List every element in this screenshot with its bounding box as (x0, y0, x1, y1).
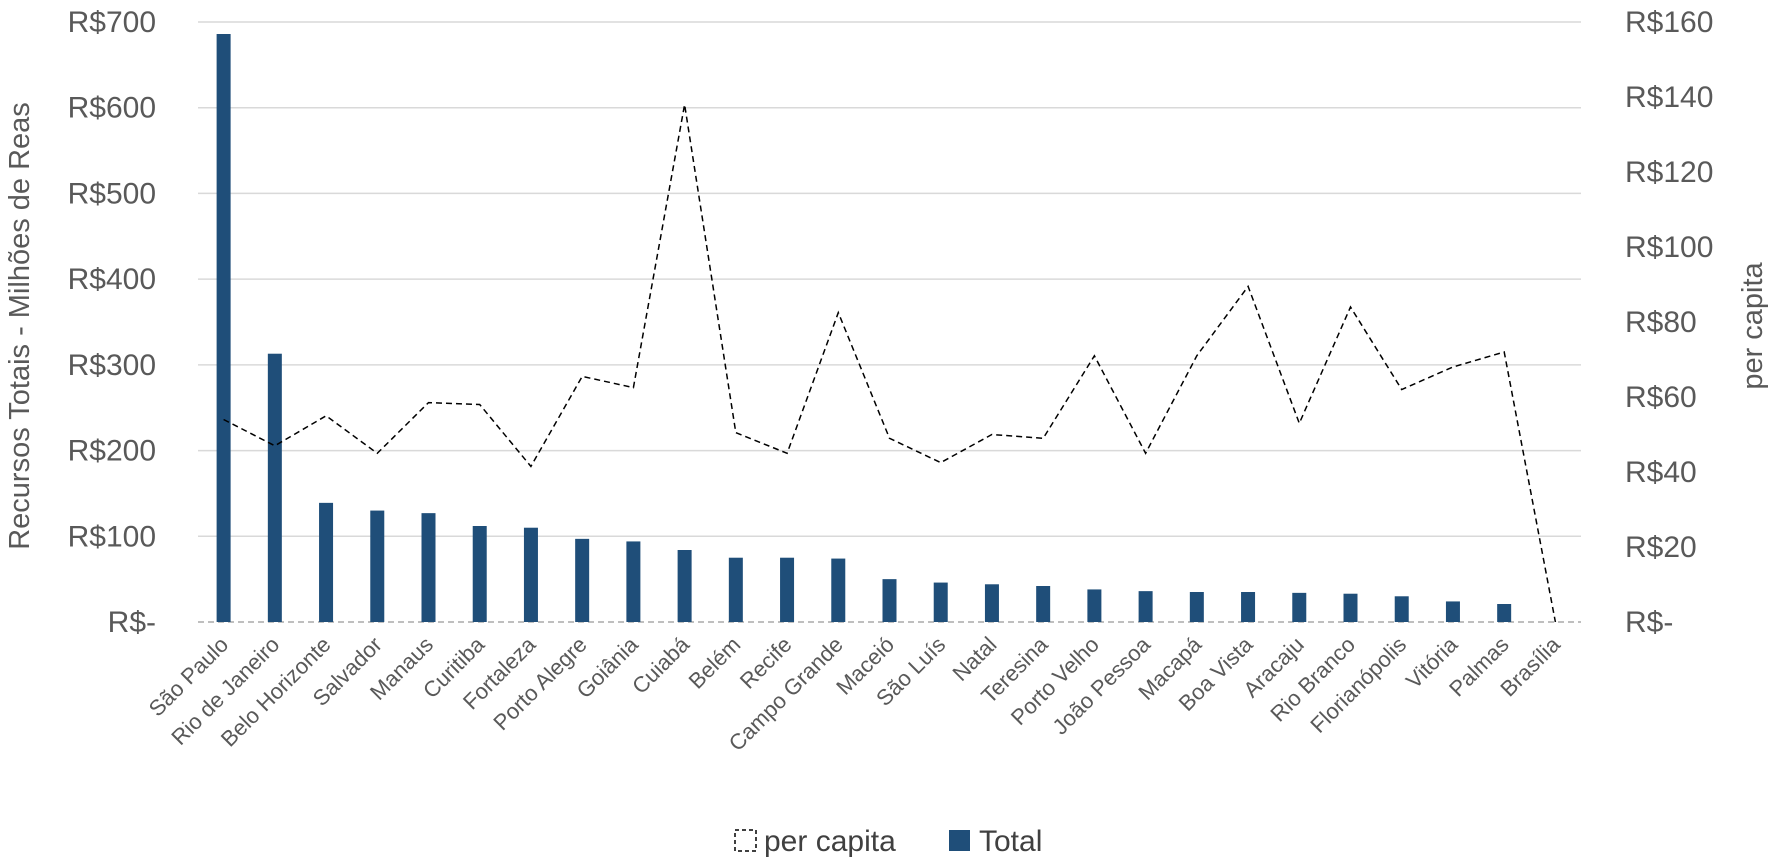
bar (1241, 592, 1256, 622)
bar (1189, 592, 1204, 622)
right-tick-label: R$40 (1625, 456, 1697, 489)
legend-marker-total (949, 830, 970, 851)
bar (626, 541, 641, 622)
bar (1138, 591, 1153, 622)
bar-series-total (216, 34, 1512, 622)
legend: per capita Total (734, 825, 1042, 858)
bar (728, 557, 743, 622)
left-tick-label: R$300 (68, 349, 156, 382)
left-tick-label: R$600 (68, 92, 156, 125)
right-tick-label: R$160 (1625, 6, 1713, 39)
bar (780, 557, 795, 622)
bar (1445, 601, 1460, 622)
left-tick-label: R$- (108, 606, 156, 639)
bar (933, 582, 948, 622)
bar (216, 34, 231, 622)
bar (677, 550, 692, 622)
right-axis-title: per capita (1737, 261, 1769, 389)
right-tick-label: R$140 (1625, 81, 1713, 114)
bar (1292, 592, 1307, 622)
per-capita-line (223, 104, 1557, 623)
left-tick-label: R$100 (68, 520, 156, 553)
bar (523, 527, 538, 622)
bar (984, 584, 999, 622)
bar (882, 579, 897, 622)
left-axis-ticks: R$- R$100 R$200 R$300 R$400 R$500 R$600 R$700 (68, 6, 156, 639)
left-axis-title: Recursos Totais - Milhões de Reas (4, 102, 36, 550)
bar (831, 558, 846, 622)
legend-label-total: Total (979, 825, 1042, 858)
right-tick-label: R$60 (1625, 381, 1697, 414)
left-tick-label: R$500 (68, 177, 156, 210)
bar (319, 502, 334, 622)
bar (370, 510, 385, 622)
category-label: Belém (684, 632, 746, 694)
right-axis-ticks: R$- R$20 R$40 R$60 R$80 R$100 R$120 R$140 R$160 (1625, 6, 1713, 639)
right-tick-label: R$100 (1625, 231, 1713, 264)
right-tick-label: R$- (1625, 606, 1673, 639)
left-tick-label: R$200 (68, 435, 156, 468)
bar (267, 353, 282, 622)
right-tick-label: R$20 (1625, 531, 1697, 564)
bar (1394, 596, 1409, 622)
right-tick-label: R$120 (1625, 156, 1713, 189)
gridlines (198, 21, 1581, 623)
bar (421, 513, 436, 622)
line-series-per-capita (223, 104, 1557, 623)
bar (1036, 586, 1051, 622)
legend-marker-per-capita (734, 829, 757, 852)
legend-label-per-capita: per capita (764, 825, 896, 858)
bar (1343, 593, 1358, 622)
left-tick-label: R$700 (68, 6, 156, 39)
bar (472, 526, 487, 622)
bar (1497, 604, 1512, 622)
right-tick-label: R$80 (1625, 306, 1697, 339)
left-tick-label: R$400 (68, 263, 156, 296)
category-label: Cuiabá (627, 631, 695, 699)
bar (575, 538, 590, 622)
bar (1087, 589, 1102, 622)
